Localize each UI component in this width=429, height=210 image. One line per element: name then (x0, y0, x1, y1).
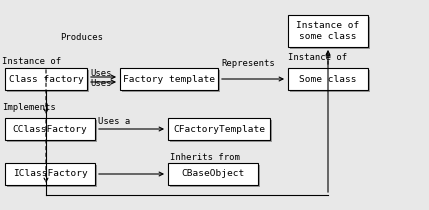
Text: CBaseObject: CBaseObject (181, 169, 245, 178)
Text: Represents: Represents (221, 59, 275, 67)
Text: Instance of
some class: Instance of some class (296, 21, 360, 41)
FancyBboxPatch shape (5, 163, 95, 185)
FancyBboxPatch shape (168, 163, 258, 185)
Text: Inherits from: Inherits from (170, 154, 240, 163)
FancyBboxPatch shape (288, 15, 368, 47)
Text: IClassFactory: IClassFactory (12, 169, 88, 178)
FancyBboxPatch shape (288, 68, 368, 90)
Text: Uses: Uses (90, 80, 112, 88)
FancyBboxPatch shape (7, 120, 97, 142)
Text: Uses a: Uses a (98, 118, 130, 126)
Text: Some class: Some class (299, 75, 357, 84)
Text: Uses: Uses (90, 70, 112, 79)
Text: Instance of: Instance of (288, 52, 347, 62)
FancyBboxPatch shape (170, 165, 260, 187)
FancyBboxPatch shape (7, 165, 97, 187)
FancyBboxPatch shape (168, 118, 270, 140)
Text: Factory template: Factory template (123, 75, 215, 84)
FancyBboxPatch shape (170, 120, 272, 142)
FancyBboxPatch shape (122, 70, 220, 92)
FancyBboxPatch shape (290, 17, 370, 49)
Text: Instance of: Instance of (2, 58, 61, 67)
Text: Class factory: Class factory (9, 75, 83, 84)
FancyBboxPatch shape (290, 70, 370, 92)
Text: Implements: Implements (2, 104, 56, 113)
Text: CClassFactory: CClassFactory (12, 125, 88, 134)
Text: CFactoryTemplate: CFactoryTemplate (173, 125, 265, 134)
FancyBboxPatch shape (5, 118, 95, 140)
Text: Produces: Produces (60, 34, 103, 42)
FancyBboxPatch shape (5, 68, 87, 90)
FancyBboxPatch shape (7, 70, 89, 92)
FancyBboxPatch shape (120, 68, 218, 90)
